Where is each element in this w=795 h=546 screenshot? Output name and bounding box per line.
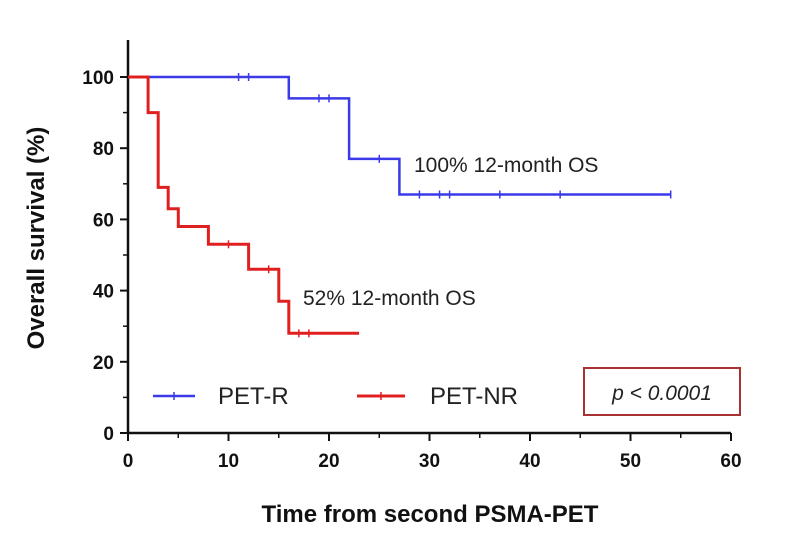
series-layer [128,73,672,338]
x-tick-label: 40 [519,451,540,472]
y-tick-label: 20 [93,353,114,374]
x-tick-label: 60 [720,451,741,472]
legend: PET-R PET-NR [153,383,518,410]
y-axis-title: Overall survival (%) [23,127,50,350]
p-value-text: p < 0.0001 [611,382,712,405]
y-tick-label: 0 [103,424,114,445]
legend-label-pet-nr: PET-NR [430,383,518,410]
p-value-box [583,367,741,416]
y-tick-label: 100 [82,68,114,89]
legend-label-pet-r: PET-R [218,383,289,410]
annotation-pet-r-os: 100% 12-month OS [414,154,598,177]
annotation-pet-nr-os: 52% 12-month OS [303,287,476,310]
y-tick-label: 40 [93,282,114,303]
series-line-pet-r [128,75,671,196]
y-tick-label: 80 [93,139,114,160]
y-ticks: 0 20 40 60 80 100 [82,68,128,445]
x-tick-label: 50 [620,451,641,472]
x-tick-label: 10 [218,451,239,472]
x-tick-label: 30 [419,451,440,472]
x-axis-title: Time from second PSMA-PET [262,501,599,528]
x-ticks: 0 10 20 30 40 50 60 [123,433,742,472]
x-tick-label: 20 [318,451,339,472]
x-tick-label: 0 [123,451,134,472]
y-tick-label: 60 [93,210,114,231]
series-line-pet-nr [128,75,360,335]
